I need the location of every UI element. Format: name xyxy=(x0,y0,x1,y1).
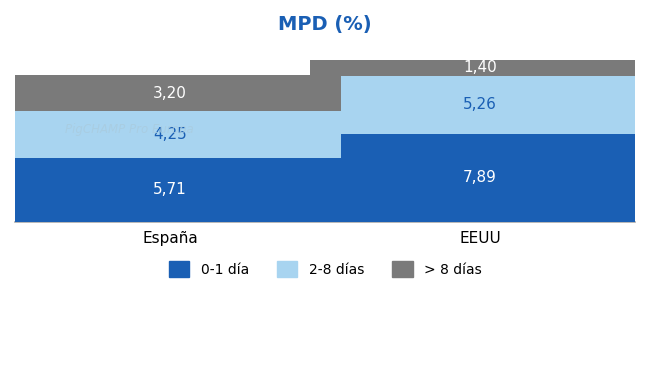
Text: PigCHAMP Pro Europa: PigCHAMP Pro Europa xyxy=(64,123,193,136)
Bar xyxy=(309,134,650,221)
Text: 5,26: 5,26 xyxy=(463,97,497,112)
Title: MPD (%): MPD (%) xyxy=(278,15,372,34)
Bar xyxy=(0,158,341,221)
Text: 5,71: 5,71 xyxy=(153,182,187,197)
Bar xyxy=(0,75,341,111)
Bar xyxy=(309,60,650,75)
Legend: 0-1 día, 2-8 días, > 8 días: 0-1 día, 2-8 días, > 8 días xyxy=(163,256,487,282)
Text: 7,89: 7,89 xyxy=(463,170,497,185)
Bar xyxy=(0,111,341,158)
Text: 1,40: 1,40 xyxy=(463,60,497,75)
Text: 3,20: 3,20 xyxy=(153,86,187,101)
Bar xyxy=(309,75,650,134)
Text: 4,25: 4,25 xyxy=(153,127,187,142)
